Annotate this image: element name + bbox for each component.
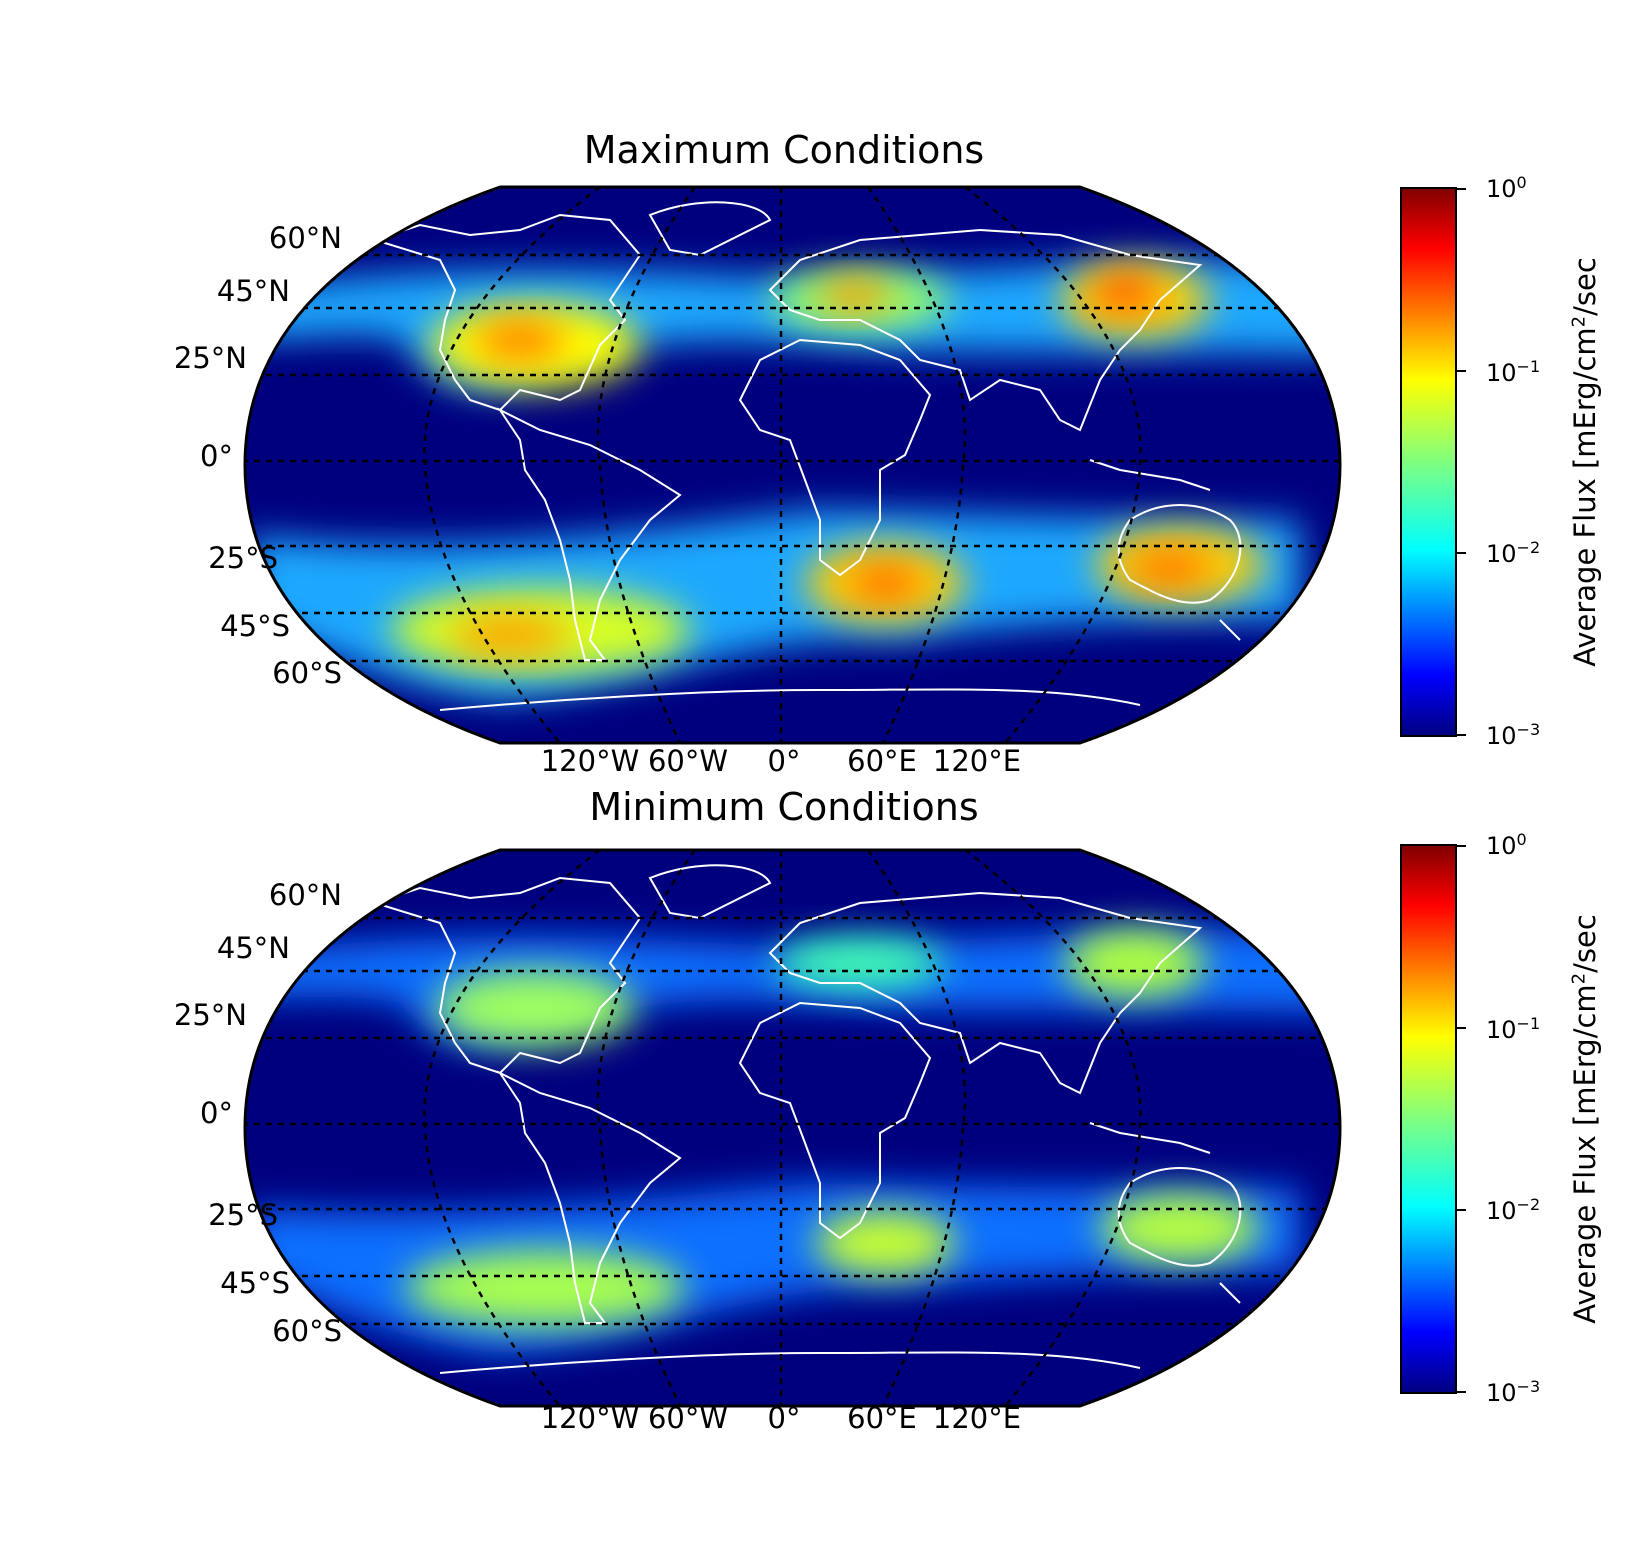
lat-label: 45°S	[220, 609, 290, 643]
lat-label: 25°N	[173, 998, 247, 1032]
hotspot-east-asia	[1065, 929, 1205, 997]
map-body-min	[245, 850, 1340, 1406]
lon-label: 60°E	[847, 744, 917, 778]
lat-label: 45°S	[220, 1266, 290, 1300]
hotspot-southern-africa-core	[850, 567, 920, 599]
hotspot-australia-core	[1130, 552, 1210, 584]
map-body-max	[245, 187, 1340, 743]
hotspot-europe	[775, 937, 945, 989]
hotspot-east-asia-core	[1093, 274, 1157, 310]
map-panel-max	[243, 185, 1342, 745]
colorbar-min	[1400, 844, 1466, 1394]
flux-field-min	[250, 929, 1340, 1353]
colorbar-tick: 10−3	[1486, 720, 1541, 750]
hotspot-europe-core	[820, 279, 890, 311]
lat-label: 25°S	[208, 541, 278, 575]
lat-label: 60°S	[272, 1314, 342, 1348]
lat-label: 45°N	[216, 931, 290, 965]
panel-title: Maximum Conditions	[583, 128, 985, 172]
hotspot-south-america	[405, 1250, 685, 1326]
colorbar-tick: 10−1	[1486, 357, 1541, 387]
colorbar-label: Average Flux [mErg/cm2/sec	[1568, 914, 1602, 1324]
lat-label: 60°N	[268, 878, 342, 912]
panel-title: Minimum Conditions	[589, 785, 979, 829]
lat-label: 60°S	[272, 656, 342, 690]
lon-label: 60°W	[647, 1401, 729, 1435]
lon-label: 120°W	[540, 1401, 640, 1435]
lat-label: 60°N	[268, 221, 342, 255]
hotspot-south-america-core	[450, 615, 570, 655]
colorbar-tick: 10−2	[1486, 538, 1541, 568]
lon-label: 120°E	[932, 744, 1022, 778]
hotspot-north-america	[435, 970, 635, 1046]
coastlines-min	[371, 864, 1242, 1374]
lon-label: 60°W	[647, 744, 729, 778]
graticule-min	[245, 850, 1340, 1406]
hotspot-southern-africa	[815, 1211, 955, 1275]
lon-label: 0°	[767, 1401, 801, 1435]
lat-label: 25°S	[208, 1198, 278, 1232]
colorbar-tick: 10−2	[1486, 1195, 1541, 1225]
flux-field-max	[250, 259, 1340, 700]
lat-label: 45°N	[216, 274, 290, 308]
lon-label: 0°	[767, 744, 801, 778]
lon-label: 120°E	[932, 1401, 1022, 1435]
colorbar-tick: 100	[1486, 173, 1527, 203]
lat-label: 0°	[200, 1096, 233, 1130]
lon-label: 120°W	[540, 744, 640, 778]
hotspot-australia	[1100, 1194, 1260, 1262]
lat-label: 0°	[200, 439, 233, 473]
lon-label: 60°E	[847, 1401, 917, 1435]
colorbar-tick: 10−3	[1486, 1377, 1541, 1407]
colorbar-tick: 100	[1486, 830, 1527, 860]
colorbar-tick: 10−1	[1486, 1014, 1541, 1044]
lat-label: 25°N	[173, 341, 247, 375]
colorbar-max	[1400, 187, 1466, 737]
map-panel-min	[243, 848, 1342, 1408]
hotspot-north-america-core	[475, 320, 565, 360]
graticule-max	[245, 187, 1340, 743]
colorbar-label: Average Flux [mErg/cm2/sec	[1568, 257, 1602, 667]
